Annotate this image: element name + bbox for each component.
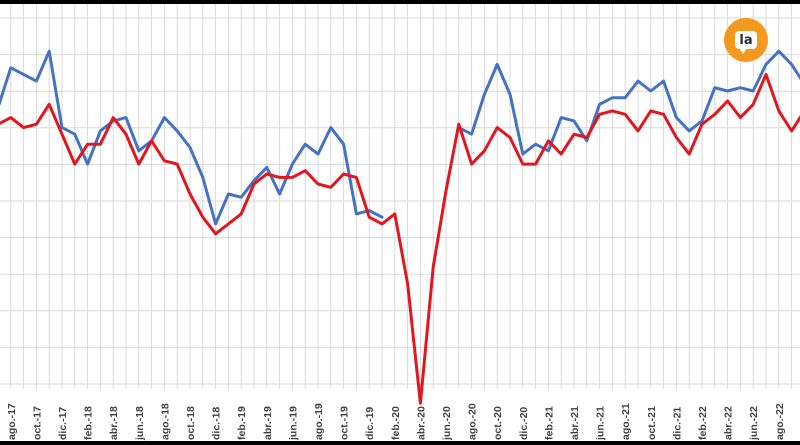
chart-series xyxy=(0,49,800,405)
x-tick-label: ago.-19 xyxy=(313,403,325,440)
series-line-2 xyxy=(0,72,800,405)
logo-text: la xyxy=(739,32,753,48)
x-tick-label: abr.-18 xyxy=(108,406,120,440)
x-tick-label: ago.-18 xyxy=(159,403,171,440)
x-tick-label: feb.-20 xyxy=(390,406,402,440)
x-tick-label: abr.-19 xyxy=(262,406,274,440)
x-tick-label: ago.-20 xyxy=(467,403,479,440)
x-tick-label: jun.-20 xyxy=(441,406,453,441)
x-tick-label: jun.-21 xyxy=(595,406,607,441)
x-tick-label: feb.-18 xyxy=(83,406,95,440)
x-tick-label: oct.-20 xyxy=(492,406,504,440)
x-tick-label: dic.-19 xyxy=(364,407,376,440)
x-tick-label: oct.-19 xyxy=(339,406,351,440)
logo-badge: la xyxy=(735,31,757,54)
x-tick-label: jun.-22 xyxy=(748,406,760,441)
x-tick-label: oct.-18 xyxy=(185,406,197,440)
x-tick-label: feb.-19 xyxy=(236,406,248,440)
x-tick-label: ago.-17 xyxy=(6,403,18,440)
x-tick-label: dic.-18 xyxy=(211,407,223,440)
x-tick-label: ago.-21 xyxy=(620,403,632,440)
series-line-1 xyxy=(0,49,800,226)
x-tick-label: oct.-17 xyxy=(31,406,43,440)
x-tick-label: jun.-18 xyxy=(134,406,146,441)
x-tick-label: ago.-22 xyxy=(774,403,786,440)
x-tick-label: abr.-22 xyxy=(723,406,735,440)
x-tick-label: abr.-20 xyxy=(415,406,427,440)
x-tick-label: abr.-21 xyxy=(569,406,581,440)
x-tick-label: feb.-21 xyxy=(543,406,555,440)
line-chart: ago.-17 oct.-17 dic.-17 feb.-18 abr.-18 jun.-… xyxy=(0,4,800,441)
logo: la xyxy=(724,18,768,62)
x-tick-label: dic.-20 xyxy=(518,407,530,440)
x-tick-label: jun.-19 xyxy=(287,406,299,441)
chart-frame: ago.-17 oct.-17 dic.-17 feb.-18 abr.-18 jun.-… xyxy=(0,4,800,441)
x-tick-label: dic.-17 xyxy=(57,407,69,440)
x-tick-label: dic.-21 xyxy=(671,407,683,440)
chart-grid xyxy=(0,4,800,389)
x-axis-ticks: ago.-17 oct.-17 dic.-17 feb.-18 abr.-18 jun.-… xyxy=(6,403,800,441)
x-tick-label: oct.-21 xyxy=(646,406,658,440)
x-tick-label: feb.-22 xyxy=(697,406,709,440)
